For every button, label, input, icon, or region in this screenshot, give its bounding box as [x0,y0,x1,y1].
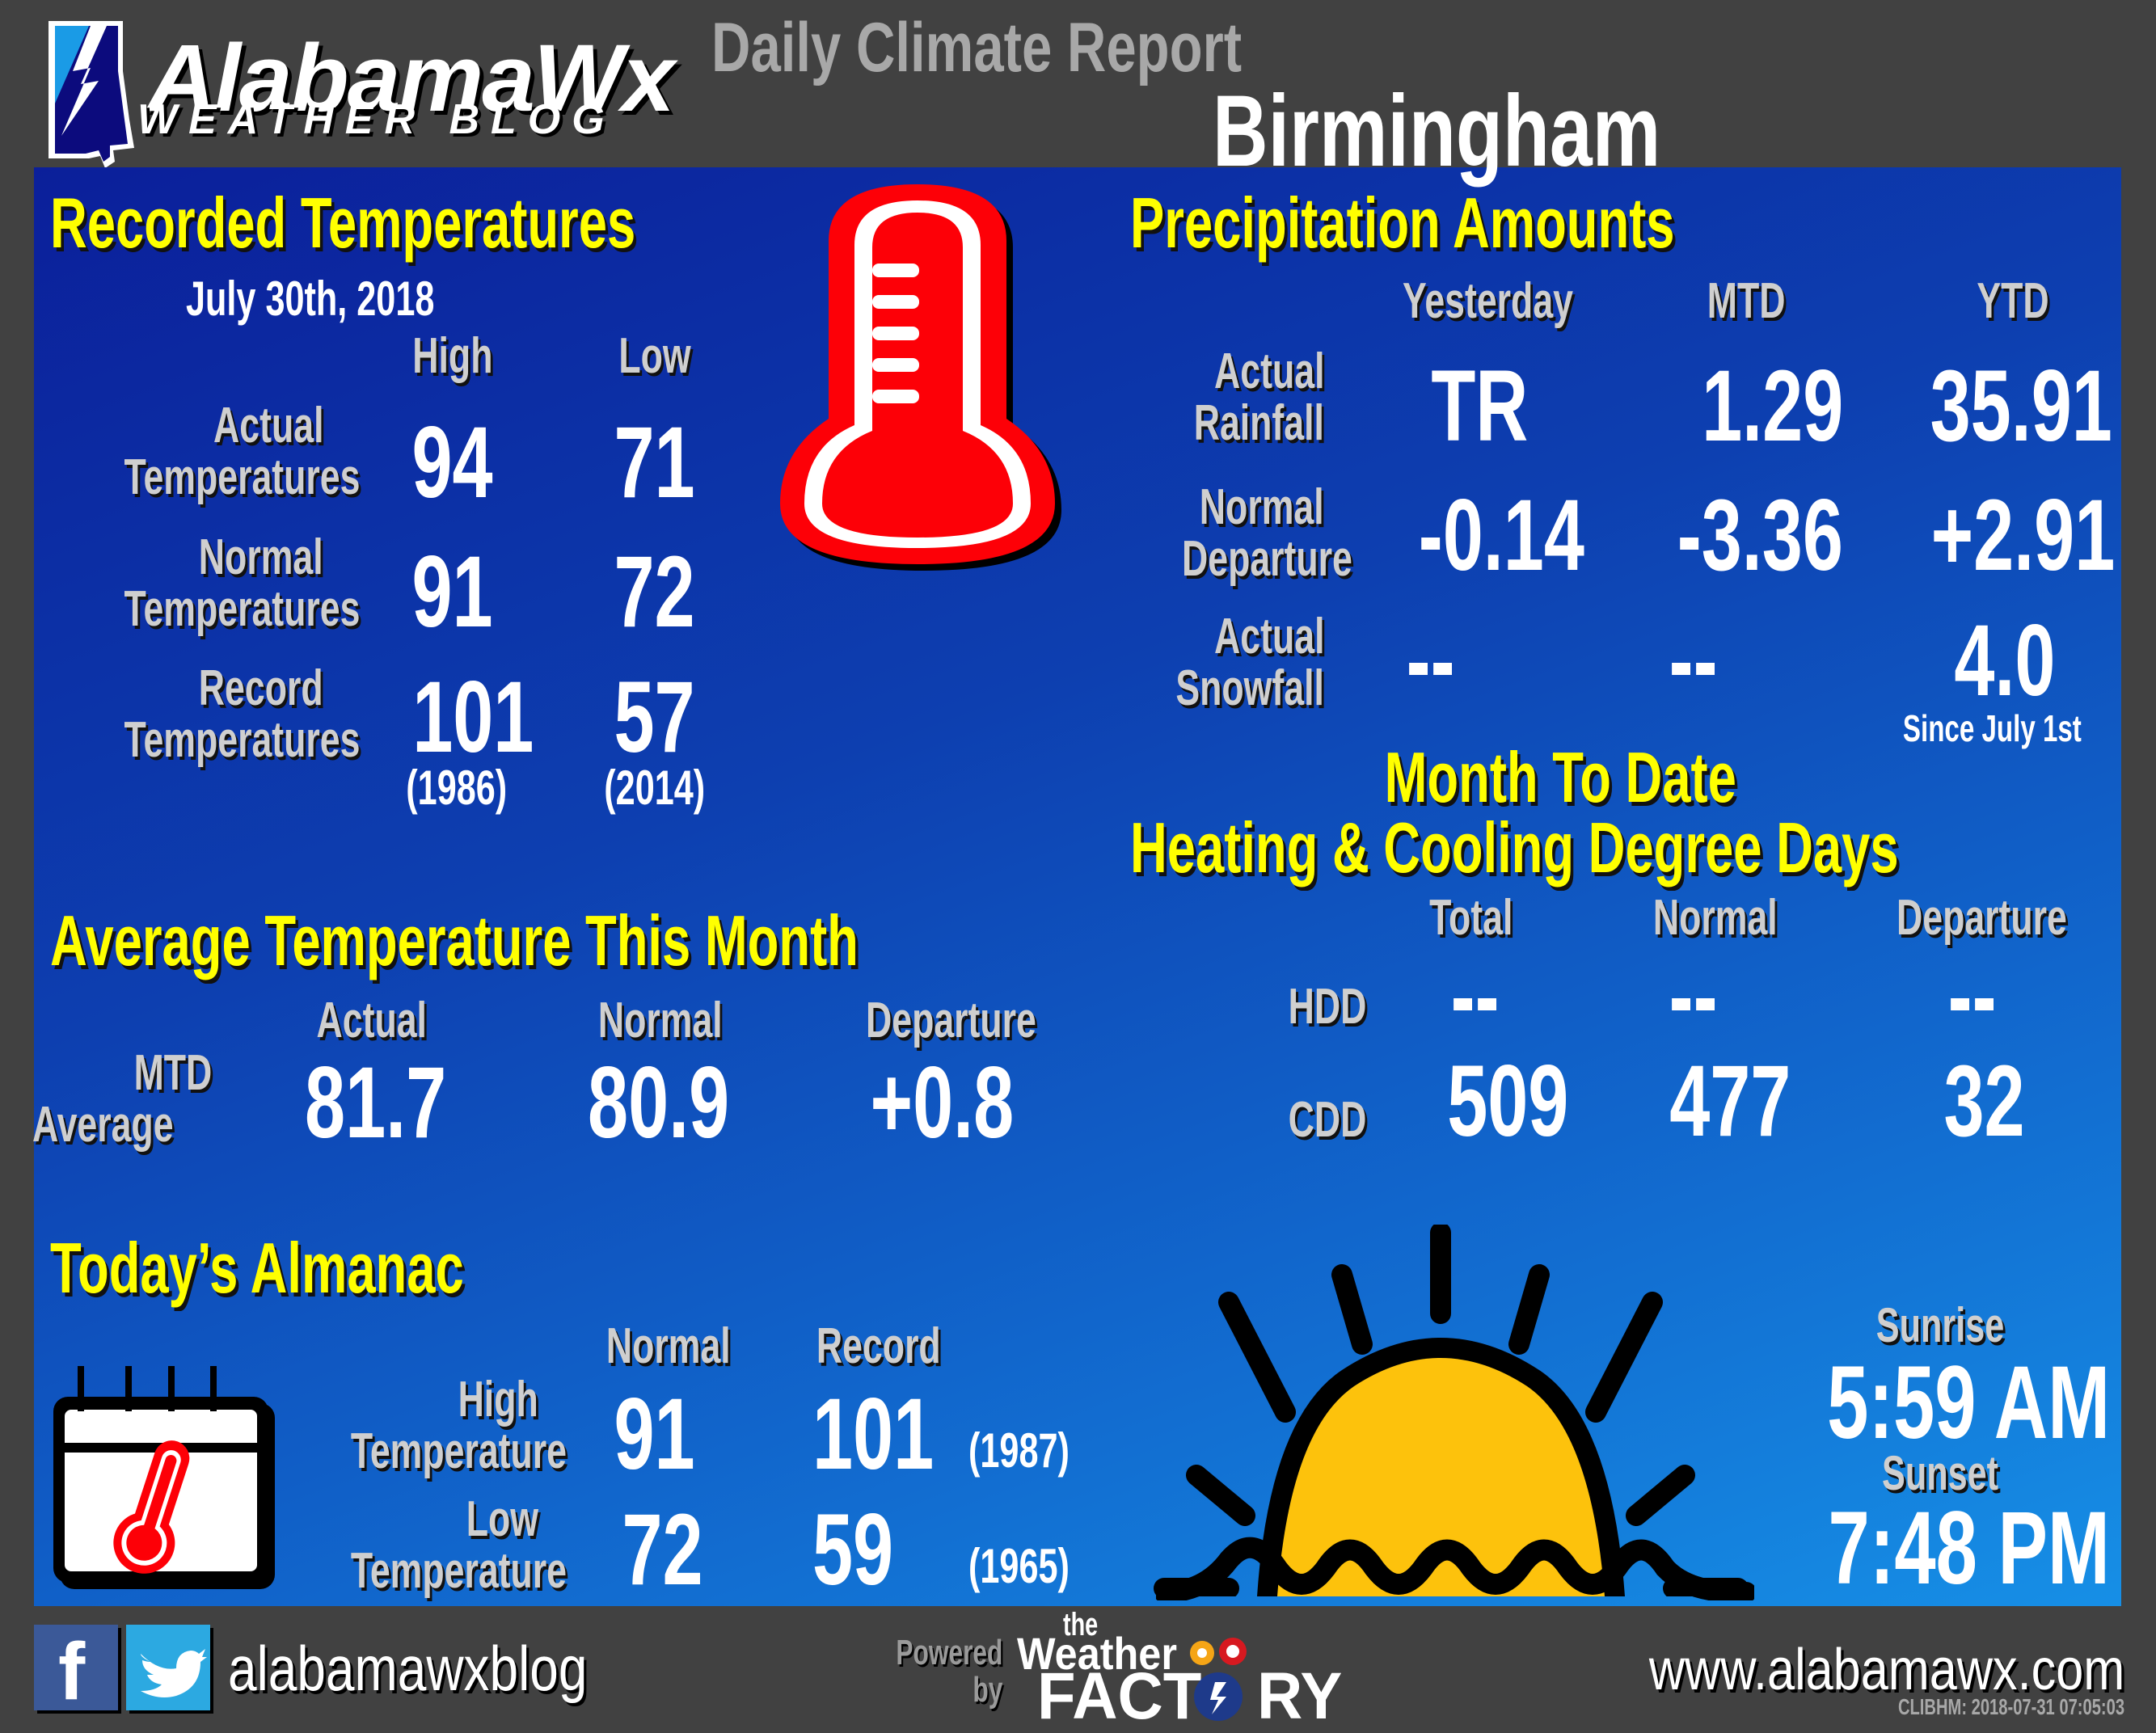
facebook-button[interactable]: f [34,1625,118,1717]
hdd-total: -- [1451,940,1500,1052]
avg-temp-heading: Average Temperature This Month [50,900,859,980]
almanac-col-record: Record [816,1318,941,1374]
almanac-high-normal: 91 [614,1378,696,1491]
record-high-year: (1986) [406,761,508,815]
almanac-row-high-label: High Temperature [350,1372,567,1479]
report-title: Daily Climate Report [711,9,1243,86]
twitter-button[interactable] [126,1625,210,1710]
avg-row-label: MTD Average [32,1045,212,1153]
report-timestamp: CLIBHM: 2018-07-31 07:05:03 [1897,1694,2124,1719]
precip-row-departure-label: Normal Departure [1182,479,1352,587]
avg-normal: 80.9 [588,1047,730,1159]
cdd-total: 509 [1446,1045,1569,1157]
rain-mtd: 1.29 [1701,350,1843,462]
avg-departure: +0.8 [870,1047,1014,1159]
row-label-actual: Actual Temperatures [124,398,361,505]
factory-name-left: FACT [1037,1659,1202,1733]
factory-the: the [1063,1607,1099,1642]
precip-col-yesterday: Yesterday [1402,273,1573,329]
almanac-row-low-label: Low Temperature [350,1491,567,1599]
precip-row-snowfall-label: Actual Snowfall [1175,609,1324,716]
website-link[interactable]: www.alabamawx.com [1648,1638,2124,1702]
col-low-header: Low [618,328,691,384]
powered-by-label: Powered by [895,1633,1002,1710]
weather-factory-logo[interactable]: the Weather FACT RY [1015,1607,1370,1730]
climate-panel [34,167,2121,1606]
snow-mtd: -- [1669,605,1718,717]
avg-col-normal: Normal [597,993,723,1048]
almanac-high-record-year: (1987) [968,1423,1070,1478]
factory-name-right: RY [1257,1659,1343,1733]
avg-actual: 81.7 [305,1047,447,1159]
record-high: 101 [411,661,534,774]
sunset-time: 7:48 PM [1828,1491,2110,1606]
departure-yesterday: -0.14 [1418,479,1584,592]
record-low: 57 [614,661,696,774]
almanac-col-normal: Normal [605,1318,731,1374]
snow-since-note: Since July 1st [1903,707,2082,749]
col-high-header: High [412,328,493,384]
sunrise-time: 5:59 AM [1827,1345,2110,1461]
degree-days-heading-1: Month To Date [1384,737,1736,817]
social-handle-link[interactable]: alabamawxblog [228,1633,588,1704]
almanac-low-normal: 72 [622,1494,704,1606]
dd-col-normal: Normal [1652,890,1778,946]
hdd-label: HDD [1288,979,1366,1035]
sunrise-sunset-icon [1154,1225,1749,1596]
water-waves-icon [1156,1537,1754,1600]
precip-row-rainfall-label: Actual Rainfall [1193,344,1324,451]
cdd-label: CDD [1288,1092,1366,1148]
precip-heading: Precipitation Amounts [1130,183,1675,263]
sunset-label: Sunset [1881,1446,1999,1500]
cdd-departure: 32 [1943,1045,2026,1157]
rain-yesterday: TR [1431,350,1528,462]
recorded-temps-heading: Recorded Temperatures [50,183,636,263]
almanac-high-record: 101 [812,1378,935,1491]
degree-days-heading-2: Heating & Cooling Degree Days [1130,807,1899,888]
hdd-normal: -- [1669,940,1718,1052]
row-label-normal: Normal Temperatures [124,529,361,637]
city-name: Birmingham [1213,75,1661,188]
rain-ytd: 35.91 [1930,350,2112,462]
logo-subtitle: WEATHER BLOG [137,96,616,143]
sunrise-label: Sunrise [1875,1298,2005,1352]
dd-col-departure: Departure [1897,890,2067,946]
snow-ytd: 4.0 [1954,605,2056,717]
almanac-low-record: 59 [812,1494,894,1606]
snow-yesterday: -- [1407,605,1455,717]
departure-ytd: +2.91 [1930,479,2116,592]
cdd-normal: 477 [1669,1045,1791,1157]
calendar-thermometer-icon [53,1366,275,1589]
gears-icon [1190,1638,1247,1721]
report-date: July 30th, 2018 [186,272,435,326]
avg-col-departure: Departure [866,993,1036,1048]
almanac-low-record-year: (1965) [968,1539,1070,1593]
factory-weather: Weather [1017,1628,1177,1679]
logo-title: AlabamaWx [147,25,675,132]
avg-col-actual: Actual [316,993,428,1048]
thermometer-icon [780,184,1061,571]
actual-low: 71 [614,407,696,519]
precip-col-mtd: MTD [1707,273,1786,329]
actual-high: 94 [411,407,494,519]
precip-col-ytd: YTD [1977,273,2049,329]
dd-col-total: Total [1429,890,1513,946]
twitter-bird-icon [141,1649,207,1697]
almanac-heading: Today’s Almanac [50,1228,464,1308]
facebook-icon: f [58,1626,86,1717]
departure-mtd: -3.36 [1677,479,1843,592]
alabama-lightning-logo-icon [49,21,134,168]
normal-low: 72 [614,536,696,648]
row-label-record: Record Temperatures [124,660,361,768]
normal-high: 91 [411,536,494,648]
hdd-departure: -- [1948,940,1997,1052]
record-low-year: (2014) [604,761,706,815]
